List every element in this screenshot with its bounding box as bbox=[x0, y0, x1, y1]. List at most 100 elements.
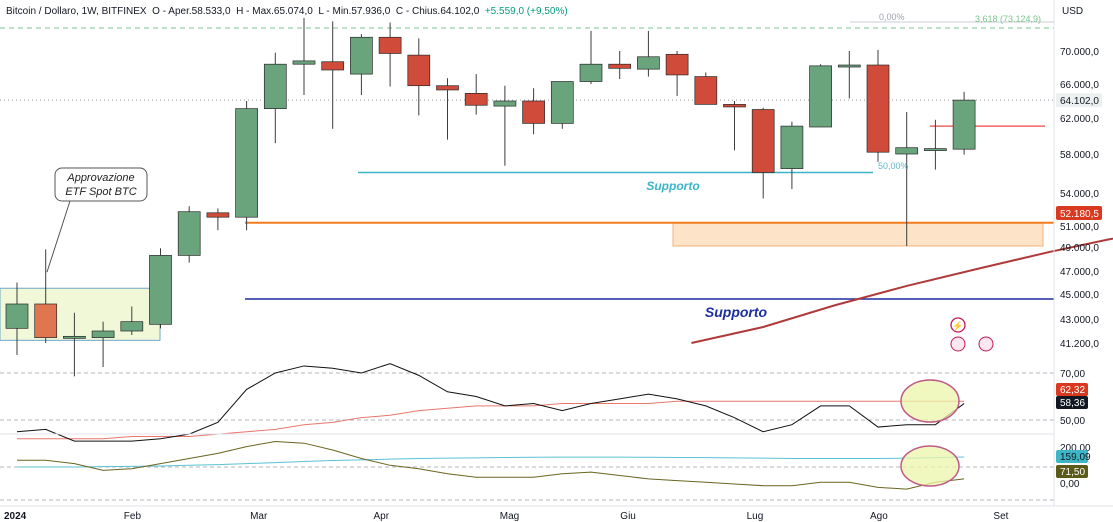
candle-body bbox=[522, 100, 545, 124]
symbol-header: Bitcoin / Dollaro, 1W, BITFINEX O - Aper… bbox=[6, 6, 568, 17]
candle-body bbox=[91, 330, 115, 339]
candle-body bbox=[952, 99, 976, 150]
price-tick-label: 51.000,0 bbox=[1060, 222, 1099, 233]
rsi-badge bbox=[1056, 383, 1088, 396]
time-tick-label: Giu bbox=[620, 511, 636, 522]
price-badge-text: 64.102,0 bbox=[1060, 96, 1099, 107]
annotation-pointer bbox=[46, 200, 71, 273]
candle-body bbox=[723, 104, 746, 108]
candle-body bbox=[436, 85, 459, 91]
price-badge bbox=[1056, 206, 1102, 221]
rsi-highlight-ellipse bbox=[900, 379, 960, 423]
rsi-tick-label: 50,00 bbox=[1060, 416, 1085, 427]
candle-body bbox=[149, 255, 172, 325]
cci-badge-text: 71,50 bbox=[1060, 467, 1085, 478]
price-tick-label: 62.000,0 bbox=[1060, 114, 1099, 125]
candle-body bbox=[63, 335, 86, 339]
candle-body bbox=[292, 60, 316, 65]
moving-average-line bbox=[691, 237, 1113, 344]
candle-body bbox=[866, 64, 890, 153]
time-tick-label: Set bbox=[993, 511, 1008, 522]
cci-line bbox=[17, 440, 965, 490]
indicators bbox=[0, 363, 1054, 501]
fib-label-3618: 3,618 (73.124,9) bbox=[975, 14, 1041, 24]
high-value: H - Max.65.074,0 bbox=[236, 6, 313, 17]
open-value: O - Aper.58.533,0 bbox=[152, 6, 231, 17]
candle-body bbox=[608, 63, 632, 69]
candle-body bbox=[579, 63, 603, 82]
candle-body bbox=[895, 147, 919, 155]
candle-body bbox=[837, 64, 861, 68]
symbol-name: Bitcoin / Dollaro, 1W, BITFINEX bbox=[6, 6, 147, 17]
candle-body bbox=[464, 92, 488, 106]
candle-body bbox=[206, 212, 230, 218]
time-tick-label: Feb bbox=[124, 511, 142, 522]
time-tick-label: Mag bbox=[500, 511, 519, 522]
annotation-box bbox=[54, 167, 148, 202]
time-tick-label: Mar bbox=[250, 511, 268, 522]
time-tick-label: Ago bbox=[870, 511, 888, 522]
support-label-blue: Supporto bbox=[705, 304, 768, 320]
rsi-badge-text: 62,32 bbox=[1060, 385, 1085, 396]
support-label-cyan: Supporto bbox=[646, 179, 699, 193]
cci-signal-line bbox=[17, 456, 965, 468]
annotation-line-2: ETF Spot BTC bbox=[65, 186, 136, 198]
currency-label[interactable]: USD bbox=[1062, 6, 1084, 17]
price-tick-label: 41.200,0 bbox=[1060, 339, 1099, 350]
candle-body bbox=[924, 148, 947, 151]
time-tick-label: 2024 bbox=[4, 511, 27, 522]
lightning-event-icon bbox=[950, 317, 966, 333]
candle-body bbox=[350, 36, 373, 75]
cci-badge-text: 159,09 bbox=[1060, 452, 1091, 463]
annotation-line-1: Approvazione bbox=[66, 172, 134, 184]
candle-body bbox=[235, 108, 258, 218]
candle-body bbox=[177, 211, 201, 256]
candle-body bbox=[665, 53, 689, 76]
price-badge bbox=[1056, 93, 1102, 108]
rsi-badge-text: 58,36 bbox=[1060, 398, 1085, 409]
candle-body bbox=[263, 63, 287, 109]
candle-body bbox=[120, 321, 144, 332]
candle-body bbox=[34, 303, 58, 339]
cci-tick-label: 0,00 bbox=[1060, 479, 1080, 490]
us-flag-event-icon bbox=[950, 336, 966, 352]
price-tick-label: 45.000,0 bbox=[1060, 290, 1099, 301]
cci-tick-label: 200,00 bbox=[1060, 443, 1091, 454]
candle-body bbox=[493, 100, 517, 107]
time-tick-label: Lug bbox=[747, 511, 764, 522]
candle-body bbox=[407, 54, 431, 87]
rsi-line bbox=[16, 363, 965, 442]
labels: Approvazione ETF Spot BTC 0,00% 3,618 (73.1… bbox=[65, 12, 1102, 478]
cci-badge bbox=[1056, 465, 1088, 478]
candle-body bbox=[694, 76, 718, 105]
candle-body bbox=[751, 109, 775, 173]
lightning-glyph: ⚡ bbox=[952, 320, 963, 332]
candle-body bbox=[5, 303, 29, 329]
candle-body bbox=[809, 65, 832, 128]
price-tick-label: 49.000,0 bbox=[1060, 243, 1099, 254]
fib-label-zero: 0,00% bbox=[879, 12, 905, 22]
close-value: C - Chius.64.102,0 bbox=[395, 6, 480, 17]
time-tick-label: Apr bbox=[373, 511, 389, 522]
fib-label-50: 50,00% bbox=[878, 161, 909, 171]
candle-body bbox=[780, 125, 804, 169]
price-tick-label: 43.000,0 bbox=[1060, 315, 1099, 326]
price-tick-label: 70.000,0 bbox=[1060, 47, 1099, 58]
candle-body bbox=[550, 81, 574, 124]
candle-body bbox=[321, 61, 345, 71]
us-flag-event-icon bbox=[978, 336, 994, 352]
orange-zone bbox=[672, 222, 1044, 247]
price-badge-text: 52.180,5 bbox=[1060, 209, 1099, 220]
price-tick-label: 54.000,0 bbox=[1060, 189, 1099, 200]
price-tick-label: 58.000,0 bbox=[1060, 150, 1099, 161]
cci-highlight-ellipse bbox=[900, 445, 960, 487]
rsi-tick-label: 70,00 bbox=[1060, 369, 1085, 380]
price-tick-label: 66.000,0 bbox=[1060, 80, 1099, 91]
cci-badge bbox=[1056, 450, 1088, 463]
candle-body bbox=[378, 36, 402, 54]
candle-body bbox=[637, 56, 660, 70]
candles bbox=[5, 18, 976, 377]
price-tick-label: 47.000,0 bbox=[1060, 267, 1099, 278]
